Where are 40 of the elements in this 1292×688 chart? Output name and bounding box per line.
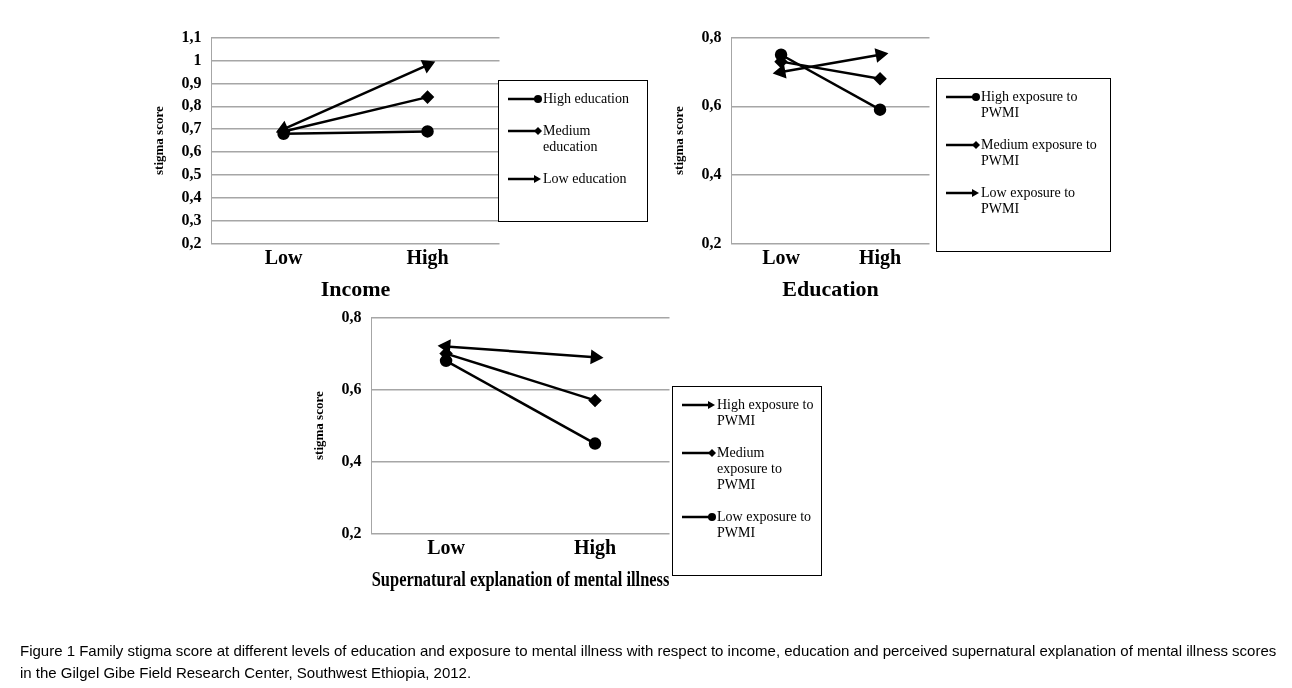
- y-tick-label: 0,7: [181, 119, 202, 137]
- y-tick-label: 0,2: [341, 523, 362, 541]
- caption: Figure 1 Family stigma score at different levels of education and exposure to mental illness with respect to income, education and perceived supernatural explanation of mental illness scores in the Gilgel Gibe Field Research Center, Southwest Ethiopia, 2012.: [20, 641, 1278, 683]
- x-tick-label: Low: [762, 245, 801, 268]
- y-tick-label: 0,2: [181, 233, 202, 251]
- y-tick-label: 0,6: [341, 379, 362, 397]
- x-tick-label: Low: [427, 535, 466, 558]
- legend-label: Medium exposure to PWMI: [981, 137, 1098, 169]
- y-tick-label: 1: [193, 50, 202, 68]
- x-axis-title: Supernatural explanation of mental illness: [371, 567, 670, 592]
- y-axis-title: stigma score: [311, 391, 327, 460]
- y-axis-title: stigma score: [151, 106, 167, 175]
- y-tick-label: 0,4: [181, 187, 202, 205]
- y-tick-label: 0,9: [181, 73, 202, 91]
- y-tick-label: 0,8: [181, 96, 202, 114]
- legend-label: Low exposure to PWMI: [981, 185, 1077, 217]
- y-tick-label: 0,4: [341, 451, 362, 469]
- y-tick-label: 1,1: [181, 27, 202, 45]
- x-tick-label: Low: [264, 245, 304, 268]
- y-tick-label: 0,6: [181, 142, 202, 160]
- y-tick-label: 0,2: [701, 233, 722, 251]
- y-axis-title: stigma score: [671, 106, 687, 175]
- x-tick-label: High: [573, 535, 617, 559]
- legend-label: High exposure to PWMI: [981, 89, 1079, 121]
- x-tick-label: High: [406, 245, 449, 269]
- x-axis-title: Income: [320, 276, 391, 302]
- x-tick-label: High: [858, 245, 902, 269]
- legend-label: Medium exposure to PWMI: [717, 445, 783, 493]
- legend-label: Low exposure to PWMI: [717, 509, 813, 541]
- y-tick-label: 0,5: [181, 165, 202, 183]
- legend-label: Medium education: [543, 123, 599, 155]
- legend-label: High education: [543, 91, 629, 107]
- legend-label: High exposure to PWMI: [717, 397, 815, 429]
- y-tick-label: 0,8: [341, 307, 362, 325]
- y-tick-label: 0,4: [701, 165, 722, 183]
- x-axis-title: Education: [782, 276, 879, 302]
- legend-label: Low education: [543, 171, 627, 187]
- y-tick-label: 0,8: [701, 27, 722, 45]
- y-tick-label: 0,6: [701, 96, 722, 114]
- y-tick-label: 0,3: [181, 210, 202, 228]
